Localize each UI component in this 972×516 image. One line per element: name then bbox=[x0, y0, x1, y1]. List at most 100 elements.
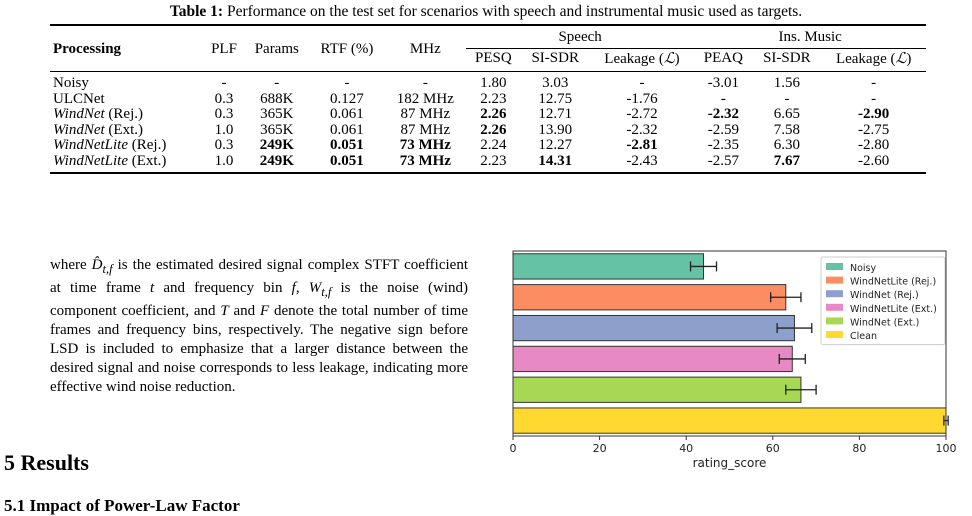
cell-rtf: 0.051 bbox=[330, 137, 364, 153]
legend-swatch bbox=[826, 276, 843, 284]
symbol-d-subscript: t,f bbox=[102, 262, 113, 276]
cell-leakage-speech: -1.76 bbox=[626, 90, 658, 107]
cell-mhz: 87 MHz bbox=[400, 121, 451, 138]
cell-mhz: 73 MHz bbox=[399, 137, 451, 153]
header-params: Params bbox=[254, 40, 299, 57]
table-header-row-1: Processing PLF Params RTF (%) MHz Speech… bbox=[50, 25, 926, 56]
table-caption: Table 1: Performance on the test set for… bbox=[0, 3, 972, 21]
cell-si-sdr-speech: 14.31 bbox=[538, 152, 573, 169]
table-row: WindNet (Rej.) 0.3 365K 0.061 87 MHz 2.2… bbox=[50, 106, 926, 123]
cell-rtf: 0.061 bbox=[330, 121, 364, 138]
cell-plf: 0.3 bbox=[214, 137, 234, 153]
cell-si-sdr-music: 6.65 bbox=[773, 106, 800, 122]
legend-label: WindNetLite (Rej.) bbox=[850, 277, 936, 288]
table-header-row-2: PESQ SI-SDR Leakage (ℒ) PEAQ SI-SDR Leak… bbox=[50, 48, 926, 72]
cell-pesq: 1.80 bbox=[480, 75, 507, 91]
cell-peaq: -2.35 bbox=[707, 137, 739, 153]
cell-leakage-music: -2.90 bbox=[858, 106, 890, 122]
para-text-4: , bbox=[295, 280, 309, 296]
cell-params: 365K bbox=[260, 106, 294, 122]
cell-mhz: 73 MHz bbox=[399, 152, 451, 169]
cell-peaq: -2.57 bbox=[707, 152, 739, 169]
symbol-F: F bbox=[260, 303, 270, 319]
cell-si-sdr-speech: 12.71 bbox=[538, 106, 573, 122]
header-plf: PLF bbox=[211, 40, 237, 57]
para-text-6: and bbox=[228, 303, 260, 319]
table-row: ULCNet 0.3 688K 0.127 182 MHz 2.23 12.75… bbox=[50, 90, 926, 108]
cell-si-sdr-music: - bbox=[784, 90, 790, 107]
legend-label: WindNet (Rej.) bbox=[850, 290, 919, 301]
row-name-main: ULCNet bbox=[53, 90, 105, 107]
leakage-speech-symbol: ℒ bbox=[663, 48, 675, 67]
header-si-sdr-speech: SI-SDR bbox=[531, 50, 579, 66]
cell-params: 365K bbox=[260, 121, 294, 138]
legend-label: WindNetLite (Ext.) bbox=[850, 304, 937, 315]
row-name-main: Noisy bbox=[53, 75, 89, 91]
cell-rtf: 0.127 bbox=[330, 90, 364, 107]
cell-pesq: 2.23 bbox=[480, 90, 507, 107]
x-tick-label: 100 bbox=[936, 442, 957, 455]
x-axis-label: rating_score bbox=[693, 456, 767, 470]
cell-leakage-speech: -2.81 bbox=[626, 137, 658, 153]
symbol-T: T bbox=[220, 303, 229, 319]
row-name: ULCNet bbox=[50, 90, 204, 108]
x-tick-label: 20 bbox=[593, 442, 607, 455]
legend-label: Noisy bbox=[850, 263, 877, 274]
symbol-t: t bbox=[149, 280, 155, 296]
para-text-7: denote the total number of time frames a… bbox=[50, 303, 468, 395]
cell-mhz: 87 MHz bbox=[400, 106, 451, 122]
rating-score-bar-chart: 0 20 40 60 80 100 rating_score Noisy WindNetLite… bbox=[510, 250, 957, 470]
row-name-suffix: (Ext.) bbox=[104, 121, 143, 138]
cell-mhz: - bbox=[422, 75, 428, 91]
header-processing: Processing bbox=[53, 40, 122, 57]
row-name: WindNetLite (Ext.) bbox=[50, 152, 204, 174]
legend-swatch bbox=[826, 290, 843, 298]
cell-plf: - bbox=[221, 75, 227, 91]
row-name: Noisy bbox=[50, 72, 204, 92]
section-heading-results: 5 Results bbox=[4, 450, 89, 475]
cell-leakage-speech: - bbox=[639, 75, 645, 91]
cell-si-sdr-speech: 12.75 bbox=[538, 90, 573, 107]
x-tick-label: 0 bbox=[510, 442, 517, 455]
header-rtf: RTF (%) bbox=[320, 40, 374, 57]
x-tick-label: 40 bbox=[679, 442, 693, 455]
table-row: WindNet (Ext.) 1.0 365K 0.061 87 MHz 2.2… bbox=[50, 121, 926, 139]
cell-params: 249K bbox=[259, 137, 294, 153]
cell-leakage-speech: -2.43 bbox=[626, 152, 658, 169]
cell-leakage-music: - bbox=[871, 90, 877, 107]
cell-rtf: 0.061 bbox=[330, 106, 364, 122]
cell-leakage-music: -2.80 bbox=[858, 137, 890, 153]
cell-pesq: 2.23 bbox=[480, 152, 507, 169]
header-si-sdr-music: SI-SDR bbox=[763, 50, 811, 66]
table-row: Noisy - - - - 1.80 3.03 - -3.01 1.56 - bbox=[50, 72, 926, 92]
cell-plf: 0.3 bbox=[214, 90, 234, 107]
cell-leakage-speech: -2.32 bbox=[626, 121, 658, 138]
cell-rtf: 0.051 bbox=[330, 152, 364, 169]
row-name-main: WindNetLite bbox=[53, 137, 128, 153]
symbol-d-hat: D̂ bbox=[91, 257, 103, 273]
cell-si-sdr-music: 1.56 bbox=[773, 75, 800, 91]
leakage-speech-text: Leakage ( bbox=[604, 50, 664, 67]
row-name-main: WindNetLite bbox=[53, 152, 128, 169]
subsection-heading: 5.1 Impact of Power-Law Factor bbox=[4, 496, 240, 515]
bar bbox=[512, 253, 705, 280]
legend-label: WindNet (Ext.) bbox=[850, 317, 919, 328]
row-name-main: WindNet bbox=[53, 106, 105, 122]
para-text-1: where bbox=[50, 257, 92, 273]
row-name-suffix: (Rej.) bbox=[104, 106, 143, 122]
legend-swatch bbox=[826, 331, 843, 338]
bar bbox=[512, 345, 793, 373]
cell-leakage-music: -2.75 bbox=[858, 121, 890, 138]
cell-si-sdr-speech: 13.90 bbox=[538, 121, 573, 138]
cell-si-sdr-music: 7.58 bbox=[773, 121, 800, 138]
header-leakage-speech: Leakage (ℒ) bbox=[590, 48, 695, 72]
symbol-w-subscript: t,f bbox=[321, 285, 332, 299]
cell-leakage-music: -2.60 bbox=[858, 152, 890, 169]
row-name-main: WindNet bbox=[53, 121, 105, 138]
cell-params: 688K bbox=[260, 90, 294, 107]
x-tick-label: 60 bbox=[766, 442, 780, 455]
plot-frame bbox=[512, 250, 947, 437]
header-ins-music: Ins. Music bbox=[694, 25, 926, 49]
cell-si-sdr-music: 7.67 bbox=[773, 152, 800, 169]
legend-swatch bbox=[826, 317, 843, 325]
